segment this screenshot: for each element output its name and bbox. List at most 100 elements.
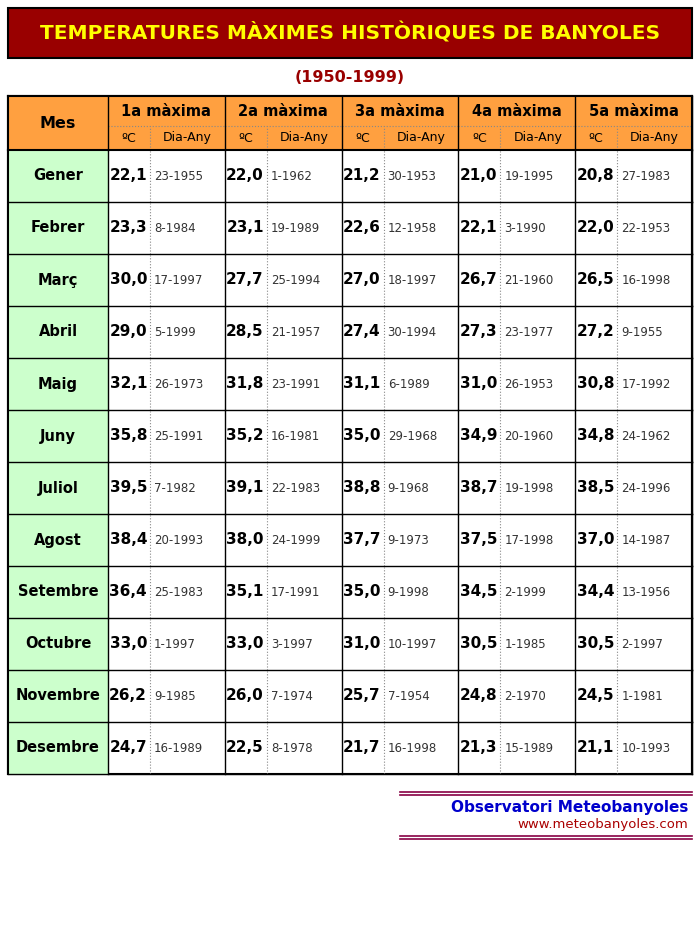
Bar [458,126,575,150]
Text: 23-1977: 23-1977 [505,326,554,339]
Text: 5a màxima: 5a màxima [589,104,678,119]
Text: 35,0: 35,0 [343,584,381,599]
Text: 16-1989: 16-1989 [154,742,203,755]
Text: 25-1994: 25-1994 [271,273,320,286]
Text: 6-1989: 6-1989 [388,378,429,391]
Text: 31,0: 31,0 [343,636,381,652]
Text: Abril: Abril [38,324,78,340]
Text: 19-1989: 19-1989 [271,221,320,234]
Text: Dia-Any: Dia-Any [513,131,562,144]
Bar [8,8,692,58]
Text: ºC: ºC [355,131,370,144]
Bar [342,126,458,150]
Text: Maig: Maig [38,377,78,392]
Text: Juliol: Juliol [38,481,78,495]
Text: 22,6: 22,6 [343,220,381,235]
Text: 1-1981: 1-1981 [621,690,663,703]
Text: 21,2: 21,2 [343,169,381,183]
Text: ºC: ºC [472,131,486,144]
Text: Octubre: Octubre [25,636,91,652]
Text: 27,3: 27,3 [460,324,498,340]
Text: 31,0: 31,0 [460,377,498,392]
Bar [8,306,108,358]
Text: 29-1968: 29-1968 [388,430,437,443]
Text: 19-1998: 19-1998 [505,482,554,494]
Text: 1-1985: 1-1985 [505,637,546,650]
Bar [225,126,342,150]
Text: 30,5: 30,5 [577,636,614,652]
Text: 3a màxima: 3a màxima [355,104,445,119]
Text: Juny: Juny [40,429,76,444]
Text: Dia-Any: Dia-Any [280,131,329,144]
Text: 4a màxima: 4a màxima [472,104,561,119]
Text: 23-1991: 23-1991 [271,378,320,391]
Text: 21,0: 21,0 [460,169,498,183]
Text: 2-1970: 2-1970 [505,690,546,703]
Text: Dia-Any: Dia-Any [163,131,212,144]
Text: 17-1997: 17-1997 [154,273,204,286]
Text: 16-1981: 16-1981 [271,430,320,443]
Text: 9-1955: 9-1955 [621,326,663,339]
Text: 26,7: 26,7 [460,272,498,287]
Text: 2-1999: 2-1999 [505,585,546,598]
Text: 20-1993: 20-1993 [154,533,203,546]
Text: 12-1958: 12-1958 [388,221,437,234]
Text: Dia-Any: Dia-Any [397,131,445,144]
Text: 35,8: 35,8 [109,429,147,444]
Text: 31,8: 31,8 [227,377,264,392]
Text: 8-1978: 8-1978 [271,742,312,755]
Text: 26,5: 26,5 [577,272,614,287]
Text: 37,0: 37,0 [577,532,614,547]
Text: 19-1995: 19-1995 [505,169,554,182]
Text: 38,0: 38,0 [226,532,264,547]
Text: 34,8: 34,8 [577,429,614,444]
Text: 21-1960: 21-1960 [505,273,554,286]
Text: 3-1997: 3-1997 [271,637,313,650]
Text: 10-1993: 10-1993 [621,742,671,755]
Text: 23-1955: 23-1955 [154,169,203,182]
Bar [458,96,575,126]
Text: 30,0: 30,0 [109,272,147,287]
Text: 2a màxima: 2a màxima [238,104,328,119]
Text: 15-1989: 15-1989 [505,742,554,755]
Text: Dia-Any: Dia-Any [630,131,679,144]
Text: 17-1998: 17-1998 [505,533,554,546]
Text: 24-1996: 24-1996 [621,482,671,494]
Text: 34,4: 34,4 [577,584,614,599]
Text: 38,4: 38,4 [109,532,147,547]
Text: 30,5: 30,5 [460,636,498,652]
Bar [225,96,342,126]
Text: 33,0: 33,0 [109,636,147,652]
Text: 14-1987: 14-1987 [621,533,671,546]
Text: 29,0: 29,0 [109,324,147,340]
Text: Agost: Agost [34,532,82,547]
Bar [8,358,108,410]
Text: 22,1: 22,1 [109,169,147,183]
Text: 21,3: 21,3 [460,741,498,756]
Text: Mes: Mes [40,116,76,131]
Text: 36,4: 36,4 [109,584,147,599]
Bar [8,410,108,462]
Text: ºC: ºC [122,131,136,144]
Text: 16-1998: 16-1998 [388,742,437,755]
Text: 7-1974: 7-1974 [271,690,313,703]
Bar [8,462,108,514]
Text: Gener: Gener [33,169,83,183]
Text: 21,7: 21,7 [343,741,381,756]
Text: 9-1973: 9-1973 [388,533,429,546]
Text: 27-1983: 27-1983 [621,169,671,182]
Text: 31,1: 31,1 [344,377,381,392]
Bar [8,150,108,202]
Text: 27,0: 27,0 [343,272,381,287]
Bar [342,96,458,126]
Text: 9-1998: 9-1998 [388,585,429,598]
Text: 24,5: 24,5 [577,689,614,704]
Bar [8,722,108,774]
Text: Novembre: Novembre [15,689,100,704]
Text: 18-1997: 18-1997 [388,273,437,286]
Text: 32,1: 32,1 [109,377,147,392]
Bar [8,254,108,306]
Text: 22,0: 22,0 [226,169,264,183]
Text: ºC: ºC [239,131,253,144]
Text: 23,1: 23,1 [226,220,264,235]
